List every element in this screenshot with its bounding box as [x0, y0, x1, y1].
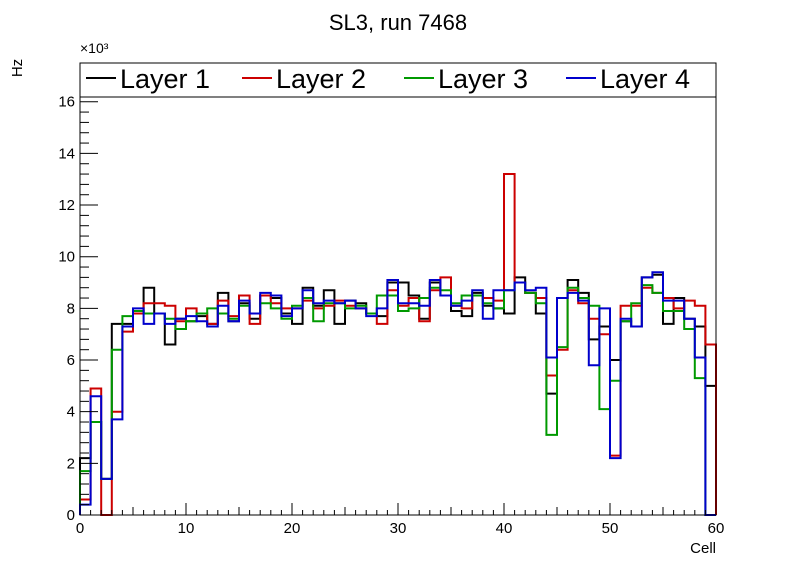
y-axis-label: Hz	[9, 59, 26, 77]
y-tick-label: 16	[58, 94, 75, 111]
legend-label-layer-3: Layer 3	[438, 64, 528, 94]
y-tick-label: 0	[67, 507, 75, 524]
legend-label-layer-4: Layer 4	[600, 64, 690, 94]
x-tick-label: 10	[178, 520, 195, 537]
y-tick-label: 8	[67, 300, 75, 317]
x-tick-label: 60	[708, 520, 725, 537]
legend-label-layer-1: Layer 1	[120, 64, 210, 94]
y-axis-multiplier: ×10³	[80, 40, 109, 56]
series-line-layer-4	[79, 271, 716, 516]
y-tick-label: 14	[58, 145, 75, 162]
x-tick-label: 0	[76, 520, 84, 537]
x-tick-label: 30	[390, 520, 407, 537]
chart-title: SL3, run 7468	[329, 10, 467, 35]
legend-label-layer-2: Layer 2	[276, 64, 366, 94]
legend: Layer 1 Layer 2 Layer 3 Layer 4	[79, 62, 717, 98]
y-tick-label: 4	[67, 404, 75, 421]
y-tick-label: 2	[67, 455, 75, 472]
x-tick-label: 40	[496, 520, 513, 537]
y-tick-label: 6	[67, 352, 75, 369]
series-layer	[79, 173, 717, 516]
legend-box	[79, 62, 717, 98]
x-tick-label: 20	[284, 520, 301, 537]
y-tick-label: 10	[58, 249, 75, 266]
y-tick-label: 12	[58, 197, 75, 214]
x-tick-label: 50	[602, 520, 619, 537]
x-axis-label: Cell	[690, 540, 716, 557]
